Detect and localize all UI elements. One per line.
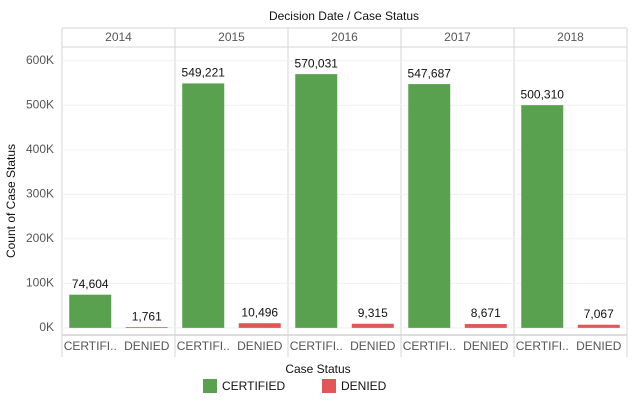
x-tick-label: CERTIFI.. (177, 339, 230, 353)
x-tick-label: DENIED (463, 339, 509, 353)
x-tick-label: DENIED (576, 339, 622, 353)
bar (408, 84, 451, 328)
data-label: 549,221 (182, 66, 226, 80)
column-header: 2014 (105, 30, 132, 44)
data-label: 9,315 (358, 306, 388, 320)
y-tick-label: 500K (26, 97, 54, 111)
data-label: 8,671 (471, 306, 501, 320)
y-tick-label: 600K (26, 53, 54, 67)
bar (295, 74, 338, 328)
legend-label: DENIED (341, 379, 387, 393)
x-tick-label: CERTIFI.. (290, 339, 343, 353)
data-label: 7,067 (584, 307, 614, 321)
column-header: 2015 (218, 30, 245, 44)
data-label: 570,031 (295, 56, 339, 70)
bar (577, 324, 620, 328)
bar (464, 324, 507, 328)
y-axis-label: Count of Case Status (4, 144, 18, 258)
x-tick-label: DENIED (124, 339, 170, 353)
data-label: 547,687 (408, 66, 452, 80)
column-header: 2016 (331, 30, 358, 44)
legend-swatch (203, 379, 217, 393)
x-tick-label: CERTIFI.. (516, 339, 569, 353)
x-tick-label: CERTIFI.. (64, 339, 117, 353)
y-tick-label: 300K (26, 187, 54, 201)
data-label: 74,604 (72, 277, 109, 291)
bar (351, 323, 394, 328)
y-tick-label: 400K (26, 142, 54, 156)
x-tick-label: CERTIFI.. (403, 339, 456, 353)
bar (521, 105, 564, 328)
data-label: 10,496 (241, 305, 278, 319)
y-tick-label: 100K (26, 276, 54, 290)
legend-title: Case Status (285, 362, 350, 376)
x-tick-label: DENIED (237, 339, 283, 353)
legend-swatch (322, 379, 336, 393)
bar (182, 83, 225, 328)
data-label: 1,761 (132, 309, 162, 323)
y-tick-label: 200K (26, 231, 54, 245)
chart-title: Decision Date / Case Status (269, 9, 419, 23)
column-header: 2018 (557, 30, 584, 44)
data-label: 500,310 (521, 87, 565, 101)
bar (125, 327, 168, 328)
column-header: 2017 (444, 30, 471, 44)
y-tick-label: 0K (39, 320, 54, 334)
bar (69, 294, 112, 328)
x-tick-label: DENIED (350, 339, 396, 353)
bar (238, 323, 281, 328)
legend-label: CERTIFIED (222, 379, 285, 393)
